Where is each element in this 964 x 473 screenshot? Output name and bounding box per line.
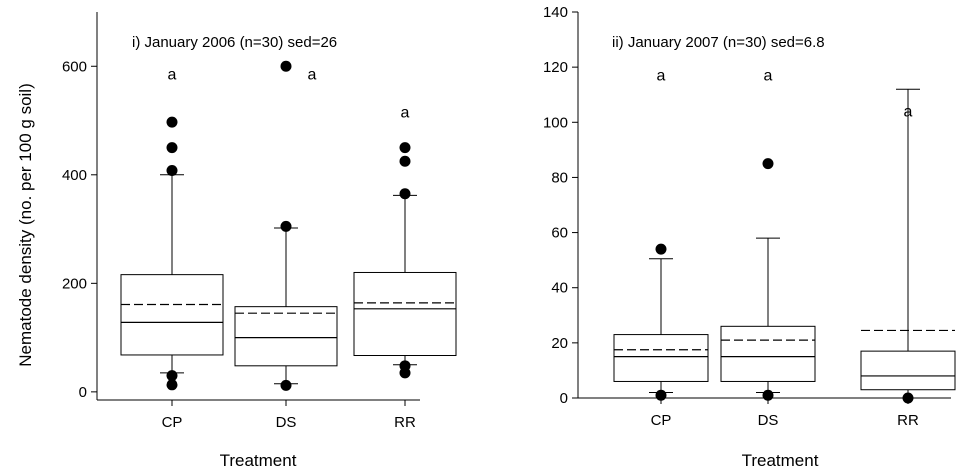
x-tick-label: CP xyxy=(162,414,183,431)
y-axis-title: Nematode density (no. per 100 g soil) xyxy=(16,83,35,367)
outlier-point xyxy=(762,158,774,170)
y-tick-label: 120 xyxy=(543,59,568,76)
box-cp xyxy=(120,116,224,391)
outlier-point xyxy=(166,379,178,391)
outlier-point xyxy=(280,379,292,391)
box-iqr xyxy=(234,306,338,367)
box-iqr xyxy=(860,350,956,391)
x-tick-label: CP xyxy=(651,412,672,429)
box-iqr xyxy=(120,274,224,356)
outlier-point xyxy=(399,360,411,372)
outlier-point xyxy=(399,188,411,200)
panel-january-2006: i) January 2006 (n=30) sed=26 Nematode d… xyxy=(16,12,457,470)
y-tick-label: 60 xyxy=(551,225,568,242)
outlier-point xyxy=(166,370,178,382)
x-axis-title: Treatment xyxy=(742,451,819,470)
y-tick-label: 600 xyxy=(62,58,87,75)
significance-letter: a xyxy=(904,103,913,120)
x-axis-title: Treatment xyxy=(220,451,297,470)
outlier-point xyxy=(280,60,292,72)
box-rr xyxy=(860,88,956,404)
outlier-point xyxy=(399,155,411,167)
outlier-point xyxy=(166,116,178,128)
y-tick-label: 80 xyxy=(551,169,568,186)
box-ds xyxy=(234,60,338,391)
x-tick-label: DS xyxy=(758,412,779,429)
x-tick-label: RR xyxy=(897,412,919,429)
box-iqr xyxy=(720,325,816,382)
box-iqr xyxy=(353,271,457,357)
y-tick-label: 200 xyxy=(62,275,87,292)
panel-title: i) January 2006 (n=30) sed=26 xyxy=(132,34,337,51)
outlier-point xyxy=(655,389,667,401)
outlier-point xyxy=(280,220,292,232)
box-cp xyxy=(613,243,709,401)
y-tick-label: 100 xyxy=(543,114,568,131)
box-ds xyxy=(720,158,816,401)
significance-letter: a xyxy=(168,66,177,83)
outlier-point xyxy=(399,142,411,154)
significance-letter: a xyxy=(764,67,773,84)
box-rr xyxy=(353,142,457,379)
y-tick-label: 20 xyxy=(551,335,568,352)
y-tick-label: 0 xyxy=(560,390,568,407)
panel-january-2007: ii) January 2007 (n=30) sed=6.8 Treatmen… xyxy=(543,4,956,470)
outlier-point xyxy=(762,389,774,401)
outlier-point xyxy=(655,243,667,255)
y-tick-label: 40 xyxy=(551,280,568,297)
x-tick-label: RR xyxy=(394,414,416,431)
panel-title: ii) January 2007 (n=30) sed=6.8 xyxy=(612,34,825,51)
significance-letter: a xyxy=(401,104,410,121)
outlier-point xyxy=(166,142,178,154)
y-tick-label: 140 xyxy=(543,4,568,21)
significance-letter: a xyxy=(657,67,666,84)
box-iqr xyxy=(613,334,709,382)
x-tick-label: DS xyxy=(276,414,297,431)
outlier-point xyxy=(166,164,178,176)
y-tick-label: 400 xyxy=(62,167,87,184)
significance-letter: a xyxy=(308,66,317,83)
y-tick-label: 0 xyxy=(79,384,87,401)
